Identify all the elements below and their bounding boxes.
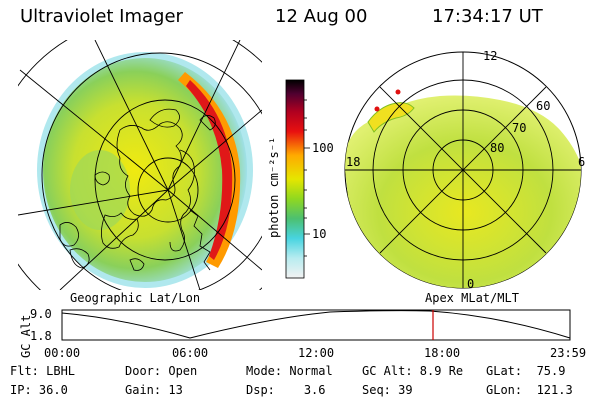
colorbar-tick-100: 100: [312, 141, 334, 155]
status-dsp-value: 3.6: [303, 383, 326, 397]
timeline-xtick-1800: 18:00: [424, 346, 460, 360]
timeline-xtick-2359: 23:59: [550, 346, 586, 360]
polar-grid: [345, 52, 581, 288]
magnetic-polar-panel: 12 18 6 0 60 70 80 Apex MLat/MLT: [344, 49, 585, 305]
observation-date: 12 Aug 00: [275, 6, 368, 27]
auroral-emission-region: [345, 95, 581, 288]
timeline-frame: [61, 309, 571, 341]
lat-label-80: 80: [490, 141, 504, 155]
altitude-curve: [61, 310, 571, 339]
colorbar-ticks: [304, 99, 310, 257]
status-door: Door: Open: [125, 364, 198, 378]
status-glon-label: GLon:: [486, 383, 523, 397]
mlt-label-0: 0: [467, 277, 474, 291]
lat-label-60: 60: [536, 99, 550, 113]
mlt-label-12: 12: [483, 49, 497, 63]
colorbar-gradient: [285, 79, 305, 279]
timeline-ytick-low: 1.8: [30, 329, 52, 343]
mlt-label-6: 6: [578, 155, 585, 169]
observation-time: 17:34:17 UT: [432, 6, 543, 27]
status-glat: GLat: 75.9: [486, 364, 565, 378]
auroral-arc-core: [186, 80, 233, 260]
status-glat-label: GLat:: [486, 364, 523, 378]
status-gc-alt: GC Alt: 8.9 Re: [362, 364, 464, 378]
longitude-grid: [18, 40, 262, 290]
timeline-ytick-high: 9.0: [30, 307, 52, 321]
timeline-xtick-1200: 12:00: [298, 346, 334, 360]
colorbar-unit-label: photon cm⁻²s⁻¹: [267, 137, 281, 238]
green-patch: [70, 150, 130, 230]
mlt-label-18: 18: [346, 155, 360, 169]
status-mode: Mode: Normal: [246, 364, 333, 378]
status-mode-value: Normal: [289, 364, 333, 378]
status-mode-label: Mode:: [246, 364, 283, 378]
geographic-image-panel: Geographic Lat/Lon: [18, 40, 262, 305]
left-panel-label: Geographic Lat/Lon: [70, 291, 200, 305]
status-gain: Gain: 13: [125, 383, 183, 397]
coastlines: [59, 108, 216, 271]
colorbar: 100 10 photon cm⁻²s⁻¹: [267, 79, 334, 279]
status-seq: Seq: 39: [362, 383, 413, 397]
colorbar-tick-10: 10: [312, 227, 326, 241]
hotspot-1: [374, 106, 380, 112]
latitude-grid: [18, 40, 262, 290]
lat-label-70: 70: [512, 121, 526, 135]
status-glon-value: 121.3: [536, 383, 573, 397]
status-glat-value: 75.9: [536, 364, 566, 378]
status-ip: IP: 36.0: [10, 383, 68, 397]
instrument-title: Ultraviolet Imager: [20, 6, 183, 27]
status-glon: GLon: 121.3: [486, 383, 573, 397]
status-dsp-label: Dsp:: [246, 383, 275, 397]
timeline-xtick-0000: 00:00: [44, 346, 80, 360]
hotspot-2: [395, 89, 401, 95]
timeline-ylabel: GC Alt: [19, 315, 33, 358]
right-panel-label: Apex MLat/MLT: [425, 291, 519, 305]
status-filter: Flt: LBHL: [10, 364, 76, 378]
orbit-timeline: GC Alt 9.0 1.8 00:00 06:00 12:00 18:00 2…: [19, 307, 586, 360]
status-dsp: Dsp: 3.6: [246, 383, 326, 397]
timeline-xtick-0600: 06:00: [172, 346, 208, 360]
